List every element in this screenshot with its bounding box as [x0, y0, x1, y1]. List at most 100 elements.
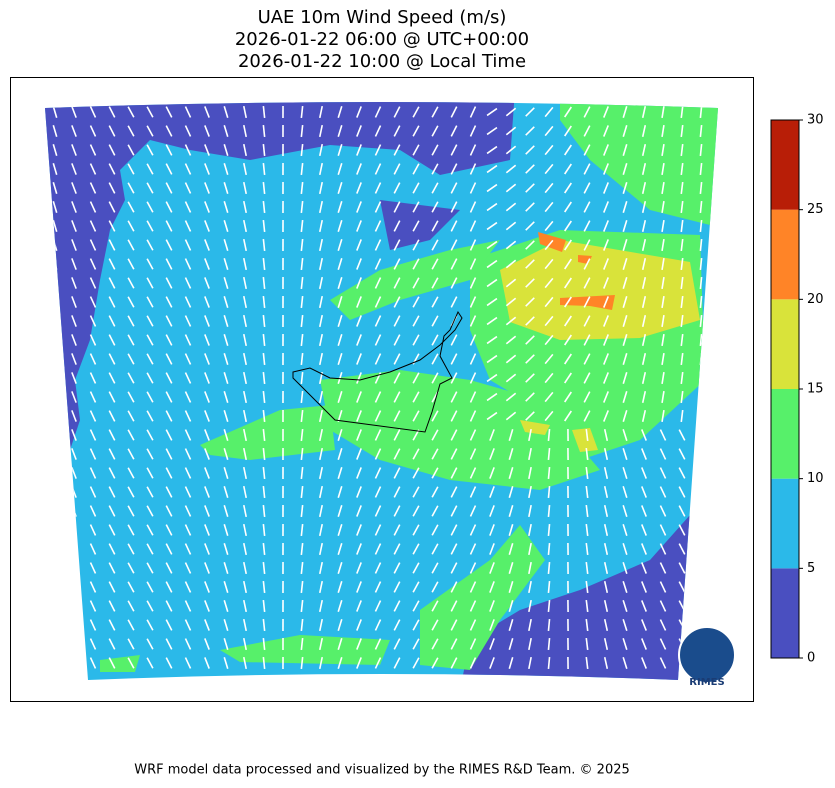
wind-arrow [486, 164, 498, 174]
wind-arrow [622, 505, 628, 517]
wind-arrow [641, 505, 647, 517]
wind-arrow [412, 201, 420, 213]
wind-arrow [300, 143, 304, 157]
wind-arrow [678, 429, 686, 441]
wind-arrow [89, 182, 97, 194]
wind-arrow [641, 409, 647, 423]
wind-arrow [680, 390, 684, 404]
wind-arrow [412, 448, 420, 460]
wind-arrow [108, 144, 116, 156]
wind-arrow [337, 296, 343, 308]
wind-arrow [393, 581, 401, 593]
colorbar-tick-label: 0 [807, 651, 815, 666]
wind-arrow [641, 543, 647, 555]
wind-arrow [300, 162, 304, 176]
wind-arrow [223, 372, 229, 384]
wind-arrow [165, 315, 173, 327]
wind-arrow [661, 314, 665, 328]
wind-arrow [585, 580, 589, 594]
wind-arrow [223, 448, 229, 460]
wind-arrow [146, 391, 154, 403]
colorbar-segment [771, 478, 799, 569]
wind-arrow [262, 143, 266, 157]
wind-arrow [486, 240, 498, 250]
wind-arrow [300, 257, 304, 271]
wind-arrow [412, 106, 420, 118]
wind-arrow [374, 467, 382, 479]
wind-arrow [356, 163, 362, 175]
wind-arrow [243, 466, 247, 480]
wind-arrow [528, 561, 532, 575]
wind-arrow [165, 296, 173, 308]
wind-arrow [508, 581, 514, 593]
colorbar-segment [771, 568, 799, 658]
wind-arrow [89, 600, 97, 612]
wind-arrow [641, 352, 647, 366]
wind-arrow [108, 296, 116, 308]
wind-arrow [469, 106, 477, 118]
wind-arrow [300, 295, 304, 309]
wind-arrow [165, 163, 173, 175]
wind-arrow [374, 315, 382, 327]
wind-arrow [108, 182, 116, 194]
wind-arrow [356, 201, 362, 213]
wind-arrow [71, 277, 77, 289]
wind-arrow [528, 523, 532, 537]
wind-arrow [489, 486, 495, 498]
wind-arrow [165, 144, 173, 156]
wind-arrow [544, 163, 554, 175]
wind-arrow [243, 523, 247, 537]
wind-arrow [89, 353, 97, 365]
wind-arrow [165, 410, 173, 422]
wind-arrow [108, 201, 116, 213]
wind-arrow [393, 524, 401, 536]
wind-arrow [661, 238, 665, 252]
wind-arrow [547, 656, 551, 670]
wind-arrow [641, 657, 647, 669]
wind-arrow [659, 505, 667, 517]
wind-arrow [223, 125, 229, 137]
wind-arrow [300, 523, 304, 537]
wind-arrow [393, 391, 401, 403]
wind-arrow [469, 486, 477, 498]
wind-arrow [165, 562, 173, 574]
wind-arrow [204, 334, 210, 346]
wind-arrow [356, 258, 362, 270]
wind-arrow [469, 448, 477, 460]
wind-arrow [374, 657, 382, 669]
wind-arrow [486, 278, 498, 288]
wind-arrow [127, 334, 135, 346]
wind-arrow [528, 599, 532, 613]
wind-arrow [528, 580, 532, 594]
wind-arrow [699, 314, 703, 328]
wind-arrow [204, 619, 210, 631]
wind-arrow [680, 143, 684, 157]
wind-arrow [184, 543, 192, 555]
wind-arrow [431, 619, 439, 631]
wind-arrow [262, 428, 266, 442]
wind-arrow [318, 447, 324, 461]
wind-arrow [356, 638, 362, 650]
wind-arrow [71, 391, 77, 403]
wind-arrow [184, 467, 192, 479]
wind-arrow [622, 600, 628, 612]
wind-arrow [564, 353, 572, 365]
wind-arrow [412, 391, 420, 403]
wind-arrow [469, 429, 477, 441]
wind-arrow [223, 429, 229, 441]
wind-arrow [165, 600, 173, 612]
wind-arrow [641, 162, 647, 176]
wind-arrow [412, 505, 420, 517]
wind-arrow [585, 561, 589, 575]
wind-arrow [337, 448, 343, 460]
wind-arrow [52, 125, 58, 137]
wind-arrow [71, 353, 77, 365]
wind-arrow [127, 106, 135, 118]
wind-arrow [108, 258, 116, 270]
wind-arrow [127, 201, 135, 213]
wind-arrow [412, 163, 420, 175]
wind-arrow [680, 409, 684, 423]
wind-arrow [583, 125, 591, 137]
wind-arrow [525, 278, 535, 288]
wind-arrow [108, 619, 116, 631]
